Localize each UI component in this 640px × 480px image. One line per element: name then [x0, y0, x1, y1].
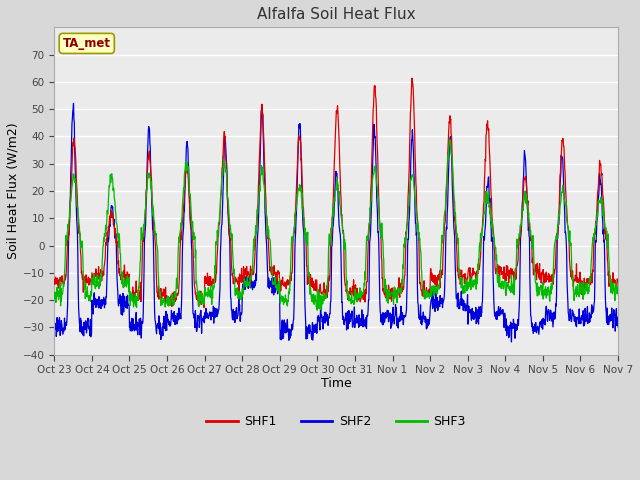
- SHF3: [446, 137, 454, 143]
- SHF2: [239, 288, 247, 293]
- SHF3: [314, 307, 321, 313]
- SHF1: [614, 279, 622, 285]
- SHF3: [614, 287, 622, 292]
- X-axis label: Time: Time: [321, 377, 351, 390]
- SHF1: [239, 276, 247, 282]
- SHF3: [424, 291, 432, 297]
- SHF3: [498, 278, 506, 284]
- SHF2: [508, 339, 515, 345]
- Line: SHF1: SHF1: [54, 78, 618, 308]
- SHF2: [498, 308, 506, 313]
- SHF2: [163, 325, 170, 331]
- Line: SHF3: SHF3: [54, 140, 618, 310]
- SHF3: [239, 289, 246, 295]
- SHF1: [498, 269, 506, 275]
- SHF1: [200, 305, 208, 311]
- SHF3: [176, 233, 184, 239]
- Text: TA_met: TA_met: [63, 37, 111, 50]
- SHF1: [408, 75, 416, 81]
- SHF2: [70, 100, 77, 106]
- Line: SHF2: SHF2: [54, 103, 618, 342]
- SHF2: [424, 323, 432, 329]
- Title: Alfalfa Soil Heat Flux: Alfalfa Soil Heat Flux: [257, 7, 415, 22]
- Y-axis label: Soil Heat Flux (W/m2): Soil Heat Flux (W/m2): [7, 123, 20, 259]
- SHF1: [51, 276, 58, 282]
- SHF3: [162, 300, 170, 305]
- Legend: SHF1, SHF2, SHF3: SHF1, SHF2, SHF3: [202, 410, 471, 433]
- SHF1: [162, 300, 170, 305]
- SHF2: [51, 323, 58, 329]
- SHF1: [424, 287, 432, 293]
- SHF2: [614, 324, 622, 330]
- SHF2: [548, 317, 556, 323]
- SHF3: [548, 287, 556, 292]
- SHF2: [176, 312, 184, 318]
- SHF1: [176, 264, 184, 270]
- SHF3: [51, 296, 58, 301]
- SHF1: [548, 274, 556, 280]
